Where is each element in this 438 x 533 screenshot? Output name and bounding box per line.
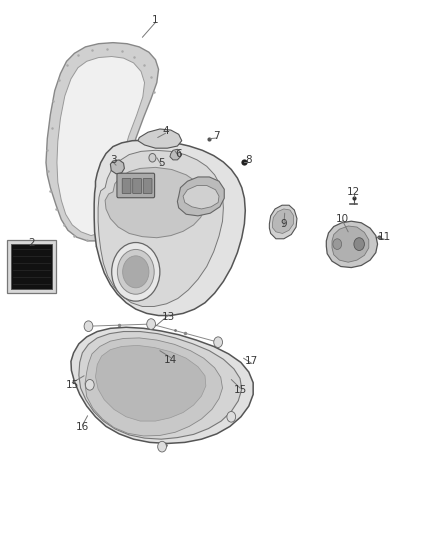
Circle shape [112,243,160,301]
Text: 1: 1 [152,15,159,25]
Circle shape [227,411,236,422]
Polygon shape [71,327,253,443]
Polygon shape [177,177,224,216]
FancyBboxPatch shape [143,179,152,193]
Text: 6: 6 [175,149,182,158]
Polygon shape [183,185,219,209]
Text: 8: 8 [245,155,252,165]
Polygon shape [85,338,223,436]
Polygon shape [170,149,180,160]
Polygon shape [11,244,53,289]
FancyBboxPatch shape [133,179,141,193]
Polygon shape [105,167,206,238]
Circle shape [214,337,223,348]
Polygon shape [138,129,182,148]
Polygon shape [95,345,206,421]
Text: 13: 13 [162,312,175,322]
Circle shape [149,154,156,162]
Polygon shape [110,160,124,174]
Circle shape [354,238,364,251]
Text: 15: 15 [233,385,247,395]
Circle shape [147,319,155,329]
Polygon shape [272,209,293,233]
FancyBboxPatch shape [117,173,155,198]
Text: 11: 11 [378,232,391,242]
Circle shape [123,256,149,288]
Text: 7: 7 [213,131,220,141]
Text: 10: 10 [336,214,349,223]
Polygon shape [269,205,297,239]
Text: 14: 14 [164,355,177,365]
FancyBboxPatch shape [122,179,131,193]
Polygon shape [46,43,159,241]
Polygon shape [57,56,145,236]
Polygon shape [94,140,245,316]
Circle shape [85,379,94,390]
Text: 5: 5 [158,158,165,167]
Text: 3: 3 [110,155,117,165]
Text: 2: 2 [28,238,35,247]
Circle shape [158,441,166,452]
Text: 15: 15 [66,380,79,390]
Text: 9: 9 [280,219,287,229]
Polygon shape [332,226,369,262]
Text: 16: 16 [76,423,89,432]
Polygon shape [326,221,378,268]
Polygon shape [98,150,223,306]
Circle shape [333,239,342,249]
Polygon shape [79,332,242,439]
Circle shape [84,321,93,332]
Circle shape [117,249,154,294]
Text: 4: 4 [162,126,169,135]
Text: 12: 12 [347,187,360,197]
Text: 17: 17 [245,357,258,366]
Polygon shape [7,240,56,293]
